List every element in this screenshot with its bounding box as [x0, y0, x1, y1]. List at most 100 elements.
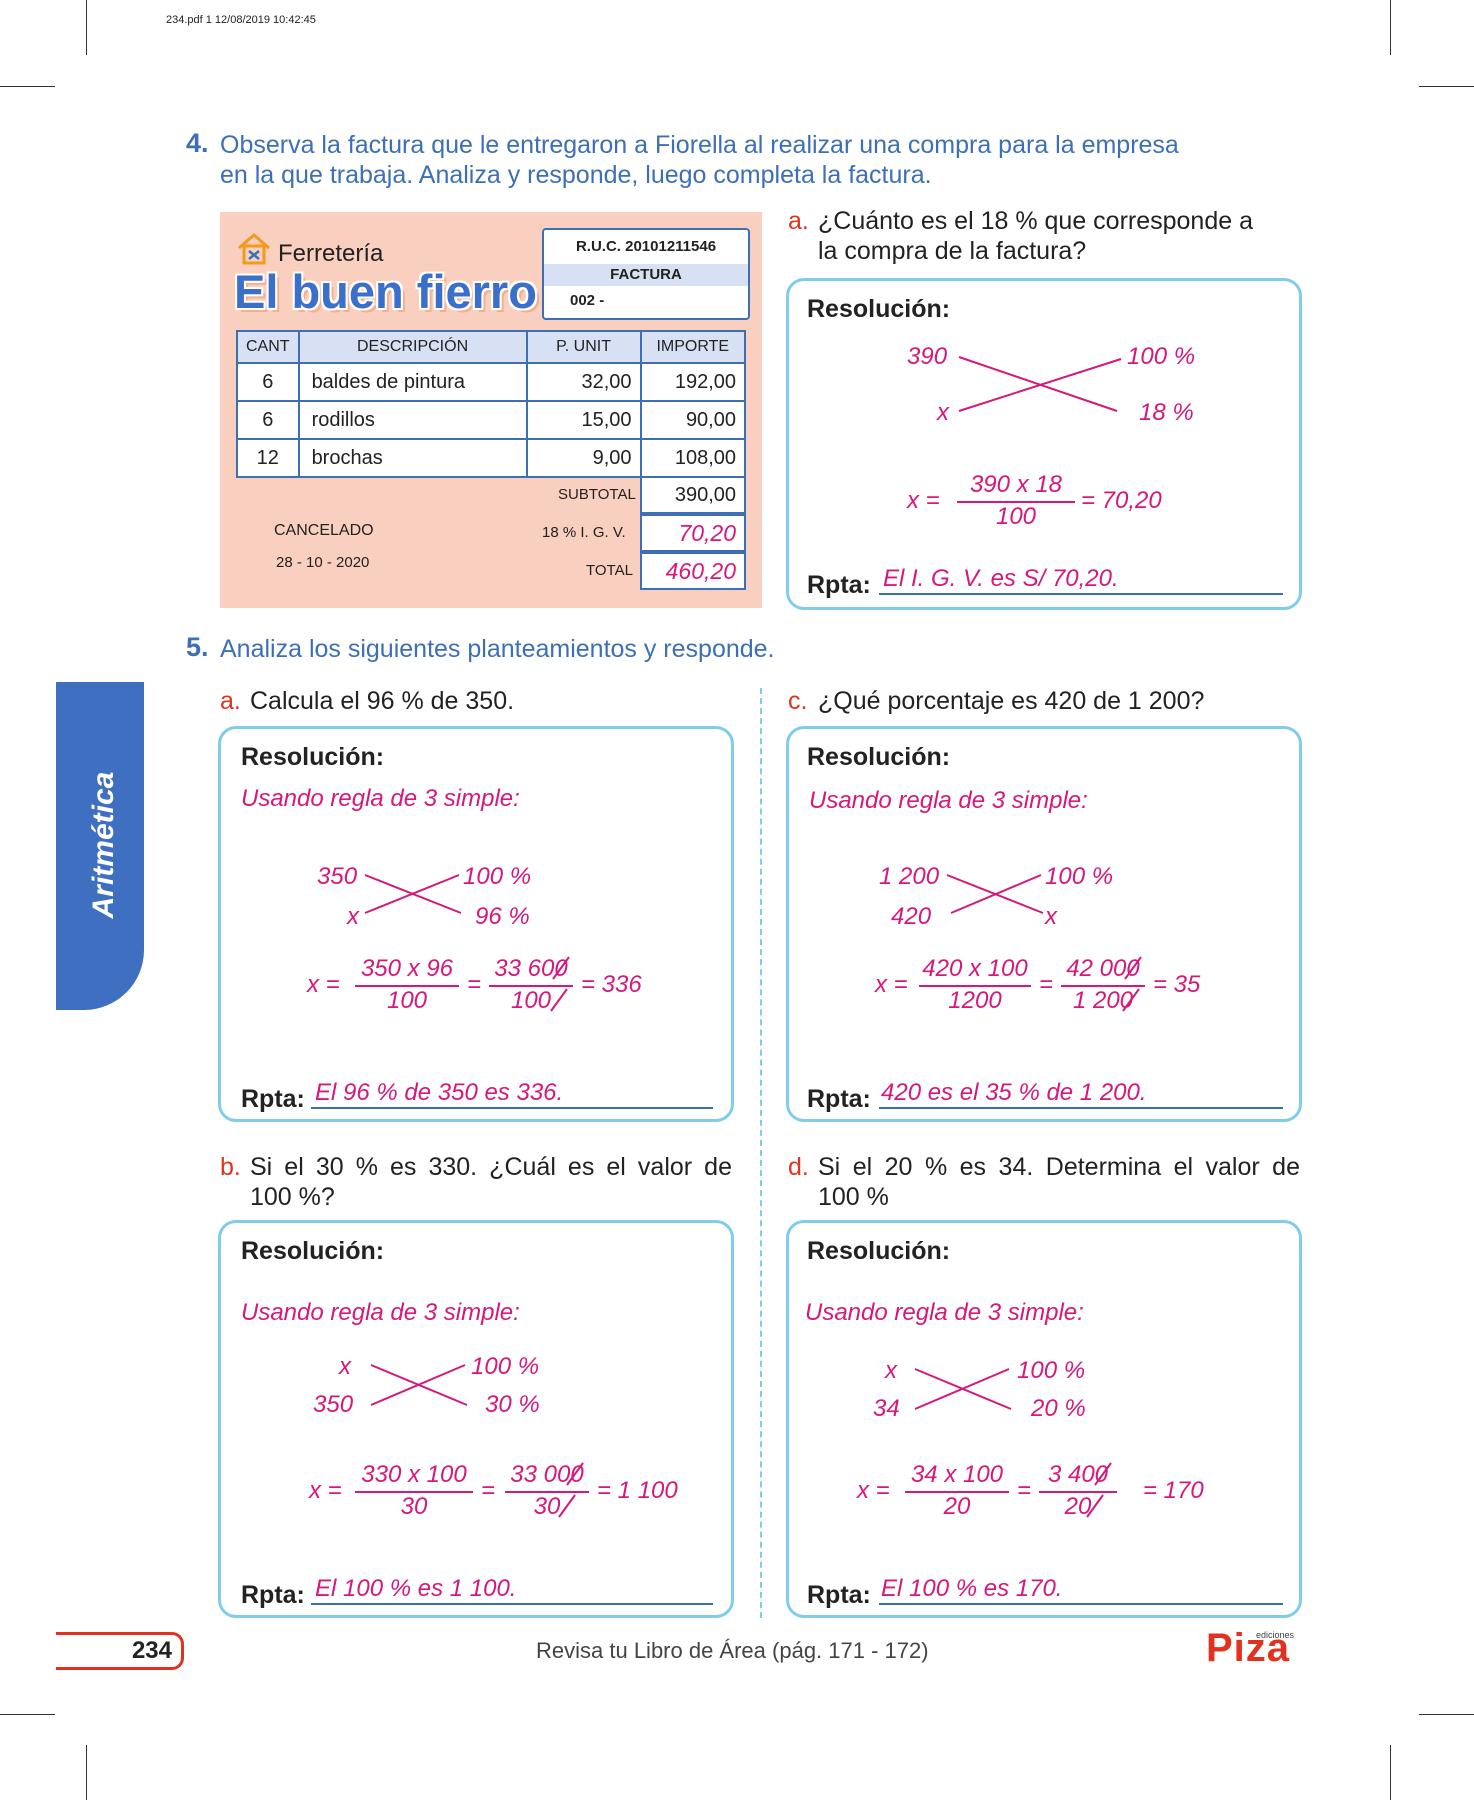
fraction-numerator: 420 x 100 — [922, 955, 1028, 982]
cross-top-left: 350 — [317, 863, 358, 890]
answer-line — [311, 1107, 713, 1109]
exercise-number: 4. — [186, 128, 209, 158]
answer-line — [311, 1603, 713, 1605]
col-header: P. UNIT — [525, 330, 642, 364]
col-header: DESCRIPCIÓN — [297, 330, 528, 364]
print-info: 234.pdf 1 12/08/2019 10:42:45 — [166, 14, 316, 26]
crop-mark — [1419, 1714, 1474, 1715]
fraction-bar — [1039, 1491, 1117, 1493]
crop-mark — [86, 1745, 87, 1800]
cancel-strokes — [1086, 1462, 1112, 1518]
fraction-numerator: 42 000 — [1066, 955, 1140, 982]
resolution-label: Resolución: — [807, 295, 951, 323]
cross-top-left: x — [885, 1357, 897, 1384]
question-text: ¿Cuánto es el 18 % que corresponde a — [818, 207, 1253, 235]
exercise-text: en la que trabaja. Analiza y responde, l… — [220, 161, 932, 189]
cell-cant: 12 — [236, 438, 300, 478]
fraction-denominator: 100 — [510, 987, 552, 1014]
cell-desc: brochas — [297, 438, 528, 478]
total-label: TOTAL — [586, 562, 633, 579]
crop-mark — [1390, 0, 1391, 55]
cancel-strokes — [1122, 956, 1142, 1012]
fraction-denominator: 100 — [995, 503, 1037, 530]
exercise-number: 5. — [186, 632, 209, 662]
question-text: la compra de la factura? — [818, 237, 1087, 265]
house-icon — [238, 233, 270, 265]
fraction-numerator: 33 600 — [494, 955, 568, 982]
resolution-box-5a: Resolución: Usando regla de 3 simple: 35… — [218, 726, 734, 1122]
crop-mark — [1390, 1745, 1391, 1800]
cell-unit: 15,00 — [525, 400, 642, 440]
brand-small: ediciones — [1256, 1630, 1295, 1640]
cell-desc: rodillos — [297, 400, 528, 440]
x-equals: x = — [307, 971, 340, 998]
invoice-date: 28 - 10 - 2020 — [276, 554, 370, 571]
cancel-strokes — [558, 1462, 584, 1518]
cross-bottom-right: 20 % — [1031, 1395, 1086, 1422]
cross-top-left: 1 200 — [879, 863, 940, 890]
rpta-label: Rpta: — [241, 1085, 305, 1113]
crop-mark — [0, 1714, 55, 1715]
resolution-label: Resolución: — [807, 1237, 951, 1265]
cell-importe: 108,00 — [639, 438, 747, 478]
cross-lines — [914, 1368, 1012, 1410]
x-equals: x = — [907, 487, 940, 514]
fraction-bar — [905, 1491, 1009, 1493]
method-text: Usando regla de 3 simple: — [241, 785, 520, 812]
cross-top-right: 100 % — [471, 1353, 540, 1380]
resolution-box-5c: Resolución: Usando regla de 3 simple: 1 … — [786, 726, 1302, 1122]
fraction-denominator: 100 — [386, 987, 428, 1014]
resolution-label: Resolución: — [241, 743, 385, 771]
fraction-numerator: 33 000 — [510, 1461, 584, 1488]
fraction-denominator: 30 — [400, 1493, 428, 1520]
table-row: 6 rodillos 15,00 90,00 — [236, 400, 747, 440]
answer-text: 420 es el 35 % de 1 200. — [881, 1079, 1147, 1106]
fraction-bar — [957, 501, 1075, 503]
fraction-bar — [355, 1491, 473, 1493]
result: = 70,20 — [1081, 487, 1162, 514]
footer-reference: Revisa tu Libro de Área (pág. 171 - 172) — [536, 1638, 929, 1663]
side-tab: Aritmética — [56, 682, 144, 1010]
cross-lines — [370, 1364, 468, 1406]
page-number: 234 — [131, 1637, 172, 1664]
question-letter: a. — [220, 687, 241, 715]
cell-cant: 6 — [236, 400, 300, 440]
question-letter: b. — [220, 1153, 241, 1181]
question-text: ¿Qué porcentaje es 420 de 1 200? — [818, 687, 1205, 715]
crop-mark — [1419, 86, 1474, 87]
question-letter: a. — [788, 207, 809, 235]
resolution-box-4a: Resolución: 390 100 % x 18 % x = 390 x 1… — [786, 278, 1302, 610]
rpta-label: Rpta: — [807, 1581, 871, 1609]
cross-lines — [958, 356, 1122, 412]
total-value: 460,20 — [640, 552, 746, 590]
store-type: Ferretería — [278, 240, 384, 267]
cancel-strokes — [550, 956, 570, 1012]
question-text: 100 % — [818, 1183, 889, 1211]
brand-logo: Piza — [1206, 1626, 1291, 1670]
cell-cant: 6 — [236, 362, 300, 402]
equals-sign: = — [481, 1477, 496, 1504]
cross-top-right: 100 % — [1045, 863, 1114, 890]
cross-top-right: 100 % — [463, 863, 532, 890]
cross-top-left: 390 — [907, 343, 948, 370]
cell-unit: 9,00 — [525, 438, 642, 478]
page-number-tab: 234 — [56, 1632, 184, 1670]
fraction-bar — [505, 1491, 589, 1493]
igv-label: 18 % I. G. V. — [542, 524, 626, 541]
method-text: Usando regla de 3 simple: — [805, 1299, 1084, 1326]
question-text: Calcula el 96 % de 350. — [250, 687, 515, 715]
crop-mark — [0, 86, 55, 87]
cross-bottom-right: 30 % — [485, 1391, 540, 1418]
invoice: Ferretería El buen fierro R.U.C. 2010121… — [220, 212, 762, 608]
fraction-denominator: 1200 — [948, 987, 1002, 1014]
answer-line — [879, 1603, 1283, 1605]
fraction-bar — [489, 985, 573, 987]
cross-lines — [364, 874, 462, 914]
status-stamp: CANCELADO — [274, 522, 374, 539]
table-row: 12 brochas 9,00 108,00 — [236, 438, 747, 478]
fraction-denominator: 30 — [533, 1493, 561, 1520]
store-name: El buen fierro — [234, 265, 537, 318]
question-letter: d. — [788, 1153, 809, 1181]
rpta-label: Rpta: — [807, 571, 871, 599]
method-text: Usando regla de 3 simple: — [809, 787, 1088, 814]
